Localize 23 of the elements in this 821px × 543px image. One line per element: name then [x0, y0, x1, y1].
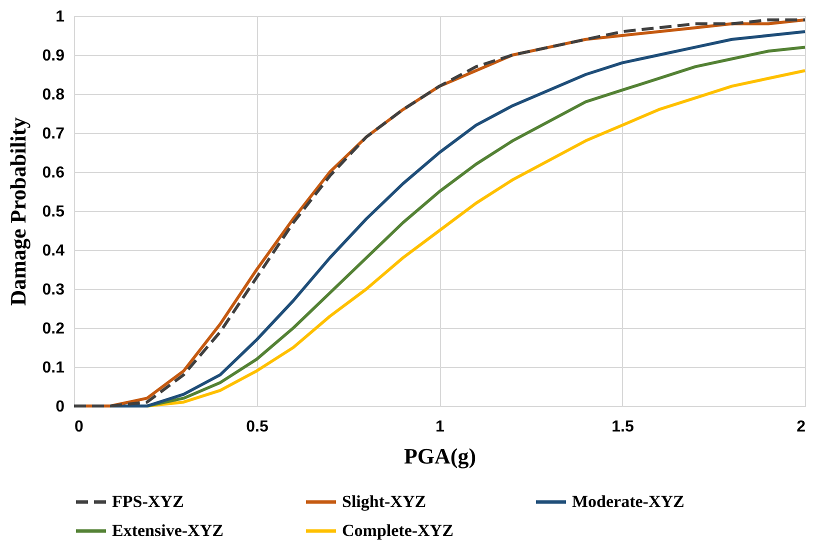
y-tick-label: 1 — [56, 8, 65, 26]
y-axis-title: Damage Probability — [5, 117, 30, 306]
x-tick-label: 0.5 — [246, 418, 268, 436]
y-tick-label: 0.3 — [42, 282, 65, 298]
y-tick-label: 0.6 — [42, 164, 65, 182]
x-tick-label: 1.5 — [612, 418, 634, 436]
x-tick-label: 1 — [436, 418, 445, 436]
y-tick-label: 0.1 — [42, 360, 65, 376]
y-tick-label: 0 — [56, 398, 65, 416]
y-tick-label: 0.2 — [42, 320, 65, 338]
y-tick-label: 0.5 — [42, 204, 65, 220]
legend-label: Slight-XYZ — [342, 492, 426, 511]
legend-label: Moderate-XYZ — [572, 492, 684, 511]
legend-label: Complete-XYZ — [342, 521, 454, 540]
x-tick-label: 2 — [796, 418, 806, 436]
y-tick-label: 0.8 — [42, 86, 65, 104]
y-tick-label: 0.4 — [42, 242, 65, 260]
legend-label: Extensive-XYZ — [112, 521, 224, 540]
y-tick-label: 0.7 — [42, 126, 65, 142]
y-tick-label: 0.9 — [42, 48, 65, 64]
legend-label: FPS-XYZ — [112, 492, 184, 511]
x-tick-label: 0 — [74, 418, 84, 436]
x-axis-title: PGA(g) — [404, 444, 476, 468]
